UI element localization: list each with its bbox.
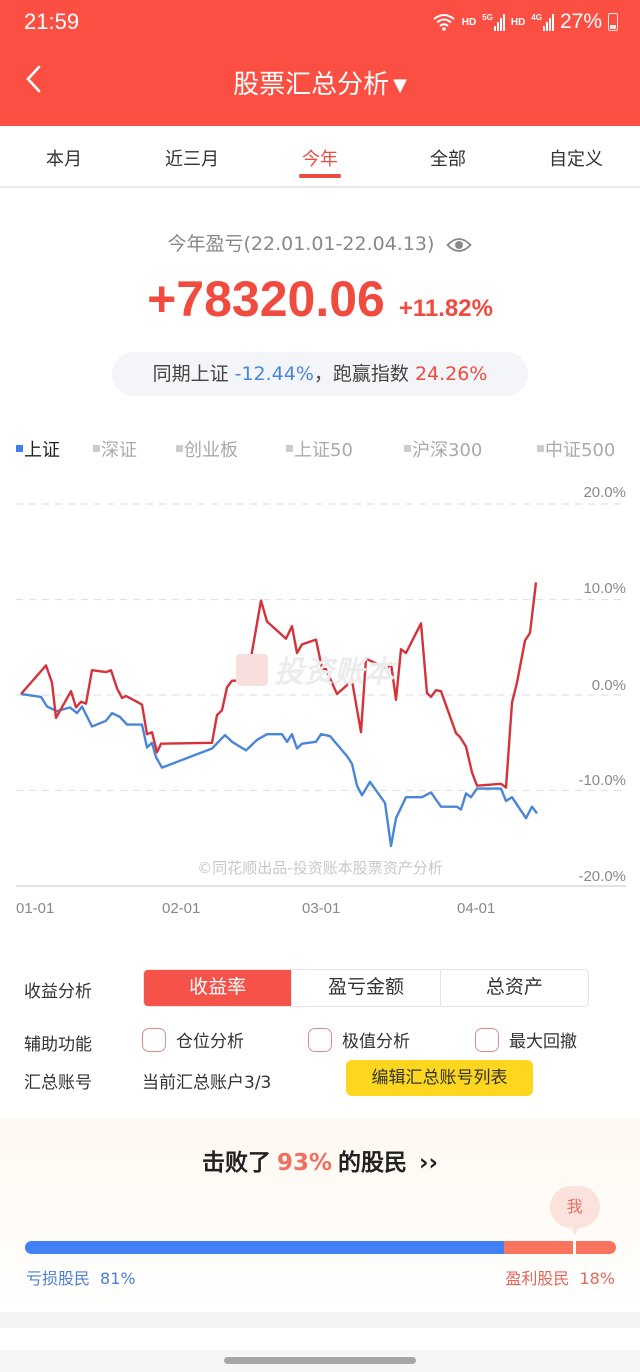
index-compare-badge: 同期上证 -12.44%，跑赢指数 24.26% [112, 352, 528, 396]
aux-label: 辅助功能 [24, 1035, 92, 1055]
checkbox-box[interactable] [475, 1027, 499, 1052]
beat-headline[interactable]: 击败了 93% 的股民 ›› [201, 1150, 439, 1176]
legend-csi300[interactable]: 沪深300 [404, 436, 482, 462]
series-line [20, 692, 538, 848]
legend-square-icon [176, 445, 183, 452]
x-tick: 03-01 [302, 900, 341, 917]
index-return: -12.44% [234, 363, 314, 385]
x-tick: 04-01 [457, 900, 496, 917]
y-tick: 10.0% [583, 580, 626, 597]
legend-square-icon [93, 445, 100, 452]
account-row: 汇总账号 当前汇总账户3/3 编辑汇总账号列表 [0, 1060, 640, 1096]
tab-this-month[interactable]: 本月 [46, 149, 82, 170]
tab-this-year[interactable]: 今年 [256, 126, 384, 186]
wifi-icon [433, 14, 455, 31]
profit-percent: +11.82% [398, 295, 493, 322]
section-divider [0, 1312, 640, 1328]
analysis-label: 收益分析 [24, 982, 92, 1002]
tab-last-three-months[interactable]: 近三月 [165, 149, 219, 170]
aux-row: 辅助功能 仓位分析 极值分析 最大回撤 [0, 1027, 640, 1055]
tab-custom[interactable]: 自定义 [549, 149, 603, 170]
analysis-row: 收益分析 收益率 盈亏金额 总资产 [0, 969, 640, 1007]
x-tick: 01-01 [16, 900, 55, 917]
nav-bar: 股票汇总分析 ▼ [0, 46, 640, 126]
chart-canvas [16, 503, 626, 887]
status-time: 21:59 [24, 9, 80, 34]
gain-segment [503, 1241, 616, 1254]
legend-csi500[interactable]: 中证500 [537, 436, 615, 462]
chevron-left-icon[interactable] [20, 64, 50, 94]
checkbox-extreme-analysis[interactable]: 极值分析 [308, 1027, 410, 1052]
me-marker-gap [573, 1241, 577, 1254]
double-chevron-right-icon: ›› [419, 1150, 439, 1176]
checkbox-box[interactable] [142, 1027, 166, 1052]
account-count: 当前汇总账户3/3 [142, 1073, 272, 1093]
battery-icon [608, 13, 618, 31]
hd-icon: HD [461, 16, 477, 28]
outperform-value: 24.26% [414, 363, 488, 385]
legend-sse50[interactable]: 上证50 [286, 436, 353, 462]
legend-chinext[interactable]: 创业板 [176, 436, 238, 462]
segment-total-assets[interactable]: 总资产 [439, 970, 588, 1006]
profit-loss: +78320.06 +11.82% [0, 270, 640, 328]
y-tick: 20.0% [583, 484, 626, 501]
legend-square-icon [537, 445, 544, 452]
tab-all[interactable]: 全部 [430, 149, 466, 170]
y-tick: 0.0% [591, 677, 626, 694]
watermark: 投资账本 [236, 647, 394, 691]
investor-distribution-bar [25, 1241, 616, 1254]
legend-square-icon [16, 445, 23, 452]
logo-icon [236, 654, 268, 686]
caret-down-icon: ▼ [393, 75, 407, 96]
checkbox-max-drawdown[interactable]: 最大回撤 [475, 1027, 577, 1052]
home-indicator[interactable] [224, 1357, 416, 1364]
beat-investors-card[interactable]: 击败了 93% 的股民 ›› 我 亏损股民 81% 盈利股民 18% [0, 1118, 640, 1312]
edit-account-list-button[interactable]: 编辑汇总账号列表 [346, 1060, 533, 1096]
checkbox-box[interactable] [308, 1027, 332, 1052]
index-legend: 上证 深证 创业板 上证50 沪深300 中证500 [0, 436, 640, 462]
period-tabs: 本月 近三月 今年 全部 自定义 [0, 126, 640, 188]
beat-percent: 93% [276, 1150, 333, 1176]
segment-profit-amount[interactable]: 盈亏金额 [291, 970, 439, 1006]
summary-label: 今年盈亏(22.01.01-22.04.13) [0, 229, 640, 256]
series-line [20, 582, 538, 789]
legend-square-icon [286, 445, 293, 452]
checkbox-position-analysis[interactable]: 仓位分析 [142, 1027, 244, 1052]
y-tick: -20.0% [578, 868, 626, 885]
4g-signal-icon: 4G [531, 13, 554, 31]
hd-icon: HD [510, 16, 526, 28]
status-icons: HD 5G HD 4G 27% [432, 10, 618, 34]
loss-investors-label: 亏损股民 81% [26, 1269, 136, 1288]
chart-copyright: ©同花顺出品-投资账本股票资产分析 [197, 859, 443, 877]
x-tick: 02-01 [162, 900, 201, 917]
profit-amount: +78320.06 [147, 271, 385, 327]
legend-square-icon [404, 445, 411, 452]
me-marker: 我 [549, 1186, 600, 1235]
eye-icon[interactable] [446, 236, 473, 254]
status-bar: 21:59 HD 5G HD 4G 27% [0, 0, 640, 46]
segment-return-rate[interactable]: 收益率 [144, 970, 292, 1006]
legend-shanghai[interactable]: 上证 [16, 436, 60, 462]
gain-investors-label: 盈利股民 18% [505, 1269, 615, 1288]
return-chart[interactable]: 投资账本 20.0% 10.0% 0.0% -10.0% -20.0% ©同花顺… [0, 470, 640, 920]
legend-shenzhen[interactable]: 深证 [93, 436, 137, 462]
5g-signal-icon: 5G [482, 13, 505, 31]
account-label: 汇总账号 [24, 1073, 92, 1093]
analysis-segmented-control: 收益率 盈亏金额 总资产 [143, 969, 589, 1007]
loss-segment [25, 1241, 504, 1254]
y-tick: -10.0% [578, 772, 626, 789]
page-title[interactable]: 股票汇总分析 ▼ [233, 70, 407, 100]
battery-percent: 27% [559, 10, 602, 33]
